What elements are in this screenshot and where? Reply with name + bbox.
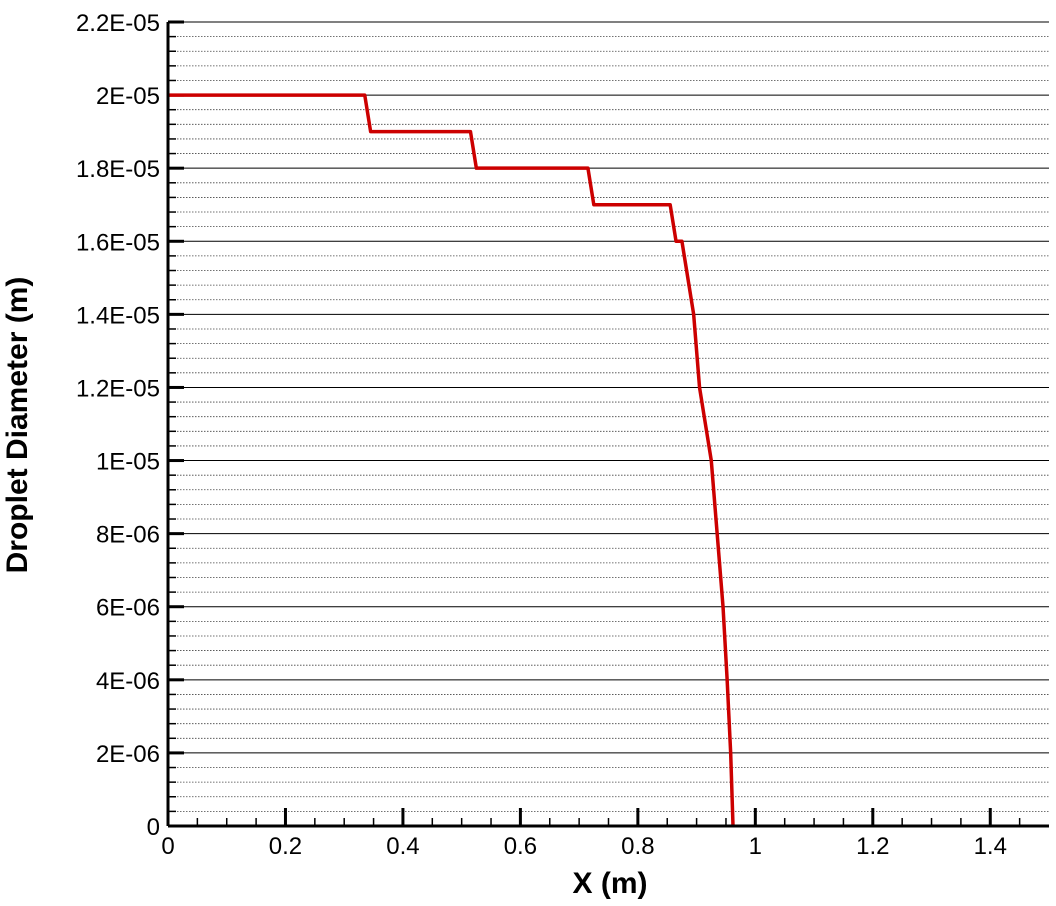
y-tick-label: 6E-06 bbox=[96, 595, 160, 622]
x-axis-title: X (m) bbox=[573, 867, 648, 900]
axis-ticks bbox=[168, 20, 1021, 828]
y-axis-title: Droplet Diameter (m) bbox=[1, 277, 34, 574]
minor-gridlines bbox=[168, 36, 1049, 812]
y-tick-label: 1E-05 bbox=[96, 449, 160, 476]
y-tick-label: 8E-06 bbox=[96, 522, 160, 549]
y-tick-label: 0 bbox=[147, 814, 160, 841]
x-tick-label: 0 bbox=[161, 833, 174, 860]
y-tick-label: 1.2E-05 bbox=[76, 375, 160, 402]
series-layer bbox=[168, 93, 735, 827]
x-tick-label: 1.2 bbox=[856, 833, 889, 860]
y-tick-label: 2E-05 bbox=[96, 83, 160, 110]
x-tick-label: 0.2 bbox=[269, 833, 302, 860]
x-tick-labels: 0 0.2 0.4 0.6 0.8 1 1.2 1.4 bbox=[161, 833, 1007, 860]
y-tick-label: 2E-06 bbox=[96, 741, 160, 768]
y-tick-labels: 0 2E-06 4E-06 6E-06 8E-06 1E-05 1.2E-05 1.4E-05… bbox=[76, 10, 160, 841]
axes bbox=[166, 22, 1049, 828]
droplet-diameter-line bbox=[168, 93, 735, 827]
x-tick-label: 1.4 bbox=[974, 833, 1007, 860]
x-tick-label: 1 bbox=[749, 833, 762, 860]
major-gridlines bbox=[168, 21, 1049, 754]
x-tick-label: 0.6 bbox=[504, 833, 537, 860]
y-tick-label: 1.4E-05 bbox=[76, 302, 160, 329]
y-tick-label: 1.6E-05 bbox=[76, 229, 160, 256]
x-tick-label: 0.4 bbox=[386, 833, 419, 860]
x-tick-label: 0.8 bbox=[621, 833, 654, 860]
y-tick-label: 2.2E-05 bbox=[76, 10, 160, 37]
y-tick-label: 1.8E-05 bbox=[76, 156, 160, 183]
y-tick-label: 4E-06 bbox=[96, 668, 160, 695]
